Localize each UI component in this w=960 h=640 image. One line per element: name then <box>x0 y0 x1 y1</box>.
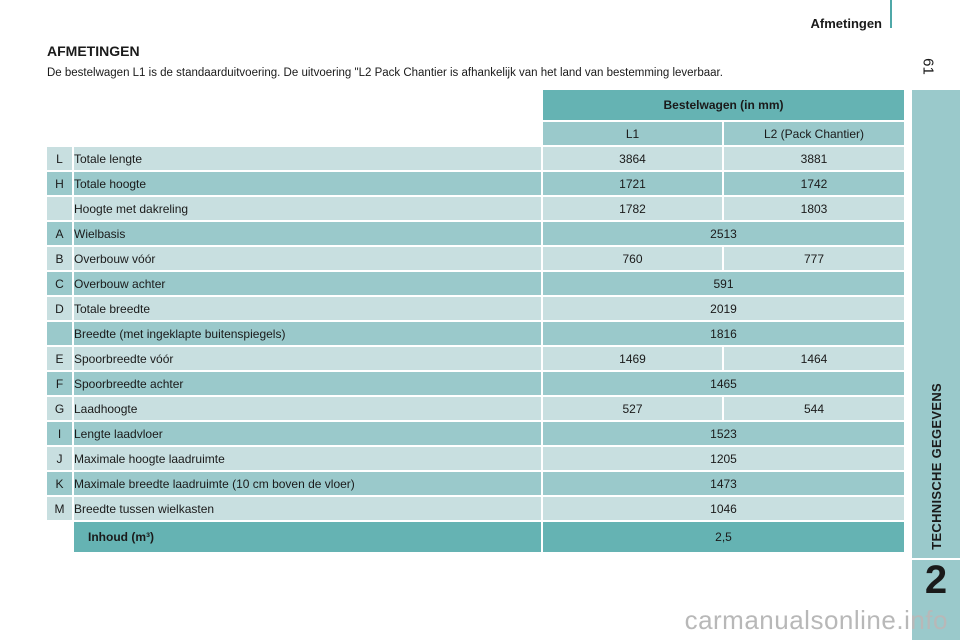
volume-value: 2,5 <box>543 522 904 554</box>
chapter-number-box <box>912 560 960 640</box>
chapter-number: 2 <box>924 558 948 602</box>
table-row: Hoogte met dakreling 1782 1803 <box>47 197 904 222</box>
dimension-letter: B <box>47 247 74 272</box>
dimension-letter: C <box>47 272 74 297</box>
dimension-label: Hoogte met dakreling <box>74 197 543 222</box>
header-rule <box>890 0 892 28</box>
dimension-label: Spoorbreedte vóór <box>74 347 543 372</box>
dimension-label: Wielbasis <box>74 222 543 247</box>
dimension-value-l2: 1803 <box>724 197 904 222</box>
table-column-header-row: L1 L2 (Pack Chantier) <box>47 122 904 147</box>
dimension-label: Overbouw achter <box>74 272 543 297</box>
section-title: AFMETINGEN <box>47 43 140 59</box>
table-row: K Maximale breedte laadruimte (10 cm bove… <box>47 472 904 497</box>
dimension-value-l1: 760 <box>543 247 724 272</box>
dimension-value-l1: 1469 <box>543 347 724 372</box>
table-row: D Totale breedte 2019 <box>47 297 904 322</box>
dimension-label: Totale breedte <box>74 297 543 322</box>
dimension-letter: H <box>47 172 74 197</box>
column-header-l1: L1 <box>543 122 724 147</box>
dimension-value-shared: 1473 <box>543 472 904 497</box>
table-row: G Laadhoogte 527 544 <box>47 397 904 422</box>
volume-row: Inhoud (m³) 2,5 <box>47 522 904 554</box>
table-row: Breedte (met ingeklapte buitenspiegels) 1… <box>47 322 904 347</box>
table-row: H Totale hoogte 1721 1742 <box>47 172 904 197</box>
dimension-value-shared: 1816 <box>543 322 904 347</box>
dimension-value-l1: 1721 <box>543 172 724 197</box>
dimension-value-l2: 1464 <box>724 347 904 372</box>
dimension-label: Totale hoogte <box>74 172 543 197</box>
dimension-label: Maximale hoogte laadruimte <box>74 447 543 472</box>
dimension-letter: J <box>47 447 74 472</box>
table-row: J Maximale hoogte laadruimte 1205 <box>47 447 904 472</box>
dimension-label: Lengte laadvloer <box>74 422 543 447</box>
table-row: F Spoorbreedte achter 1465 <box>47 372 904 397</box>
dimension-value-shared: 591 <box>543 272 904 297</box>
dimension-letter: F <box>47 372 74 397</box>
dimension-letter: G <box>47 397 74 422</box>
dimension-letter: I <box>47 422 74 447</box>
table-row: M Breedte tussen wielkasten 1046 <box>47 497 904 522</box>
running-header: Afmetingen <box>810 16 883 31</box>
dimension-value-shared: 1205 <box>543 447 904 472</box>
dimension-value-l2: 777 <box>724 247 904 272</box>
dimension-value-shared: 1465 <box>543 372 904 397</box>
dimension-label: Totale lengte <box>74 147 543 172</box>
page-number: 61 <box>919 58 937 75</box>
dimension-value-l1: 1782 <box>543 197 724 222</box>
dimension-letter <box>47 322 74 347</box>
dimension-letter: L <box>47 147 74 172</box>
dimension-label: Spoorbreedte achter <box>74 372 543 397</box>
dimension-label: Laadhoogte <box>74 397 543 422</box>
dimension-value-l2: 3881 <box>724 147 904 172</box>
chapter-side-label: TECHNISCHE GEGEVENS <box>928 383 944 550</box>
table-row: B Overbouw vóór 760 777 <box>47 247 904 272</box>
dimension-value-shared: 2019 <box>543 297 904 322</box>
table-row: A Wielbasis 2513 <box>47 222 904 247</box>
table-row: E Spoorbreedte vóór 1469 1464 <box>47 347 904 372</box>
dimension-value-l1: 3864 <box>543 147 724 172</box>
volume-label: Inhoud (m³) <box>74 522 543 554</box>
dimension-letter: E <box>47 347 74 372</box>
dimension-letter: A <box>47 222 74 247</box>
watermark: carmanualsonline.info <box>684 605 948 635</box>
chapter-side-tab <box>912 90 960 558</box>
group-header: Bestelwagen (in mm) <box>543 90 904 122</box>
table-row: I Lengte laadvloer 1523 <box>47 422 904 447</box>
dimension-letter: D <box>47 297 74 322</box>
table-row: C Overbouw achter 591 <box>47 272 904 297</box>
dimension-value-shared: 2513 <box>543 222 904 247</box>
table-row: L Totale lengte 3864 3881 <box>47 147 904 172</box>
intro-text: De bestelwagen L1 is de standaarduitvoer… <box>47 67 723 79</box>
dimension-label: Maximale breedte laadruimte (10 cm boven… <box>74 472 543 497</box>
dimension-value-shared: 1046 <box>543 497 904 522</box>
dimension-label: Overbouw vóór <box>74 247 543 272</box>
dimension-letter: M <box>47 497 74 522</box>
dimension-letter <box>47 197 74 222</box>
column-header-l2: L2 (Pack Chantier) <box>724 122 904 147</box>
dimension-letter: K <box>47 472 74 497</box>
table-group-header-row: Bestelwagen (in mm) <box>47 90 904 122</box>
dimension-value-shared: 1523 <box>543 422 904 447</box>
dimensions-table: Bestelwagen (in mm) L1 L2 (Pack Chantier… <box>47 90 904 554</box>
dimension-label: Breedte (met ingeklapte buitenspiegels) <box>74 322 543 347</box>
dimension-value-l1: 527 <box>543 397 724 422</box>
dimension-value-l2: 544 <box>724 397 904 422</box>
dimension-value-l2: 1742 <box>724 172 904 197</box>
dimension-label: Breedte tussen wielkasten <box>74 497 543 522</box>
chapter-side-label-wrap: TECHNISCHE GEGEVENS <box>912 90 960 558</box>
